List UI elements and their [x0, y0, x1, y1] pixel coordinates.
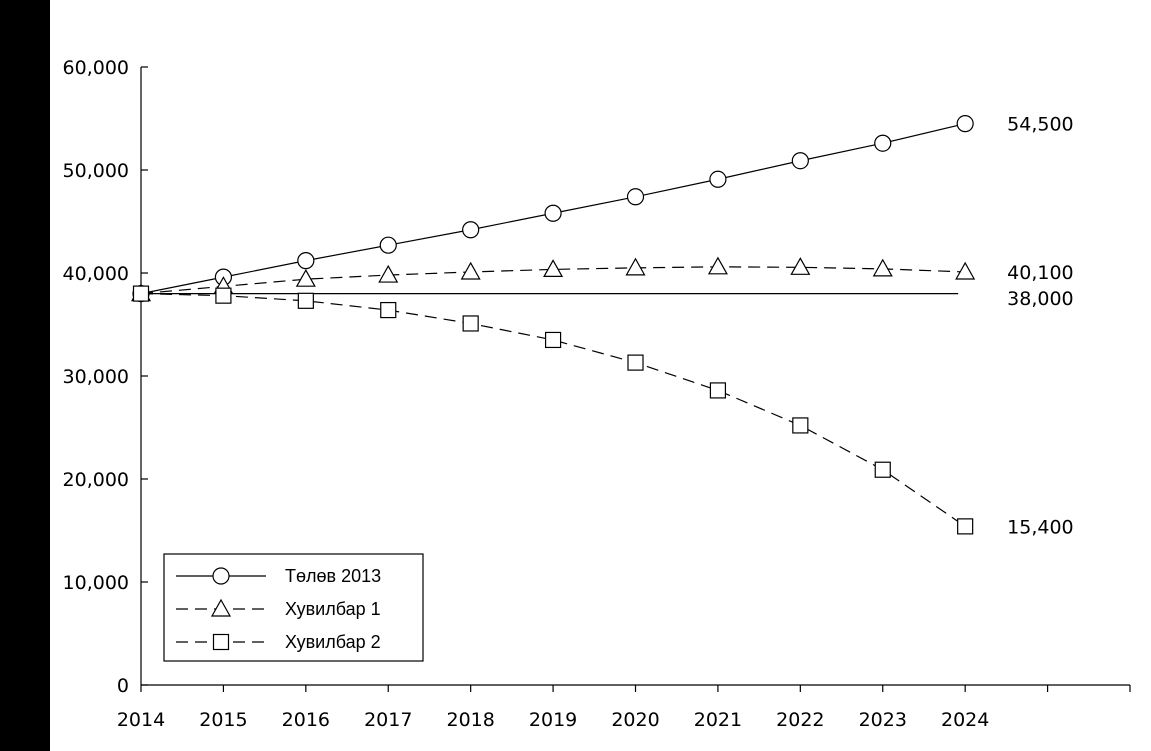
- series-2-point: [955, 261, 976, 280]
- x-tick-label: 2019: [529, 709, 577, 731]
- series-3-point: [544, 331, 562, 349]
- legend-marker-1: [212, 567, 230, 585]
- series-1-point: [297, 252, 315, 270]
- x-tick-label: 2017: [364, 709, 412, 731]
- series-1-point: [379, 236, 397, 254]
- x-tick-label: 2020: [611, 709, 659, 731]
- end-labels: 54,500 40,100 38,000 15,400: [1007, 114, 1073, 539]
- series-group: [130, 115, 976, 535]
- series-3-point: [462, 315, 479, 332]
- legend-marker-2: [210, 598, 232, 617]
- ticks: 0 10,000 20,000 30,000 40,000 50,000 60,000 201…: [63, 57, 1131, 731]
- series-3-point: [792, 417, 809, 434]
- legend-label-3: Хувилбар 2: [285, 632, 381, 652]
- end-value-label: 38,000: [1007, 288, 1073, 310]
- legend-label-2: Хувилбар 1: [285, 599, 381, 619]
- series-1-point: [956, 115, 974, 133]
- legend: Төлөв 2013 Хувилбар 1 Хувилбар 2: [163, 553, 424, 662]
- series-2-point: [543, 259, 564, 277]
- x-tick-label: 2023: [859, 709, 907, 731]
- series-2-point: [295, 268, 316, 287]
- series-2-point: [707, 256, 728, 275]
- x-tick-label: 2024: [941, 709, 989, 731]
- series-1-point: [709, 170, 727, 188]
- chart-canvas: 0 10,000 20,000 30,000 40,000 50,000 60,000 201…: [50, 0, 1151, 751]
- y-tick-label: 60,000: [63, 57, 129, 79]
- series-1-point: [626, 188, 645, 206]
- legend-label-1: Төлөв 2013: [285, 566, 381, 586]
- series-1-point: [791, 152, 809, 170]
- x-tick-label: 2022: [776, 709, 824, 731]
- legend-marker-3: [212, 633, 230, 651]
- series-2-point: [378, 264, 399, 283]
- y-tick-label: 10,000: [63, 572, 129, 594]
- y-tick-label: 30,000: [63, 366, 129, 388]
- line-chart: 0 10,000 20,000 30,000 40,000 50,000 60,000 201…: [63, 57, 1131, 731]
- y-tick-label: 50,000: [63, 160, 129, 182]
- x-tick-label: 2015: [199, 709, 247, 731]
- series-2-point: [625, 257, 646, 276]
- end-value-label: 40,100: [1007, 262, 1073, 284]
- y-tick-label: 40,000: [63, 263, 129, 285]
- series-1-point: [874, 134, 892, 152]
- series-1-point: [544, 204, 562, 222]
- y-tick-label: 0: [117, 675, 129, 697]
- series-line-2: [140, 266, 966, 295]
- series-line-3: [140, 293, 966, 527]
- x-tick-label: 2016: [282, 709, 330, 731]
- series-3-point: [627, 354, 644, 371]
- series-3-point: [132, 285, 150, 302]
- series-2-point: [790, 257, 811, 275]
- series-2-point: [460, 261, 481, 280]
- series-1-point: [462, 221, 480, 239]
- x-tick-label: 2018: [446, 709, 494, 731]
- end-value-label: 54,500: [1007, 114, 1073, 136]
- series-3-point: [874, 461, 891, 478]
- series-3-point: [957, 518, 974, 535]
- series-3-point: [380, 301, 397, 319]
- x-tick-label: 2021: [694, 709, 742, 731]
- series-3-point: [709, 382, 727, 399]
- series-2-point: [872, 258, 893, 277]
- legend-box: [163, 553, 424, 662]
- x-tick-label: 2014: [117, 709, 165, 731]
- end-value-label: 15,400: [1007, 516, 1073, 538]
- y-tick-label: 20,000: [63, 469, 129, 491]
- series-3-point: [215, 287, 232, 304]
- series-3-point: [297, 292, 314, 309]
